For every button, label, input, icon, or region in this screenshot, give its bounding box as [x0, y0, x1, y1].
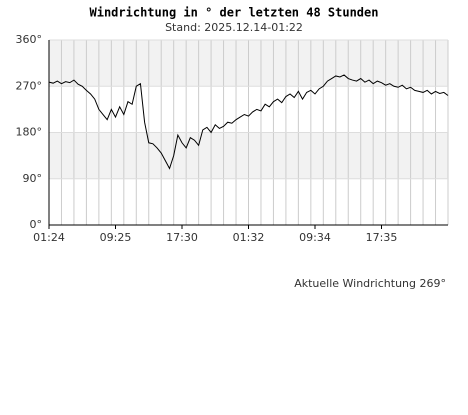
x-tick-label: 17:30: [166, 231, 198, 244]
x-tick-label: 17:35: [366, 231, 398, 244]
chart-title: Windrichtung in ° der letzten 48 Stunden: [90, 6, 379, 20]
y-tick-label: 90°: [23, 172, 43, 185]
x-tick-label: 09:25: [100, 231, 132, 244]
x-tick-label: 01:24: [33, 231, 65, 244]
x-tick-label: 01:32: [233, 231, 265, 244]
y-tick-label: 0°: [30, 218, 43, 231]
y-tick-label: 270°: [16, 79, 43, 92]
x-tick-label: 09:34: [299, 231, 331, 244]
y-tick-label: 360°: [16, 33, 43, 46]
annotation: Aktuelle Windrichtung 269°: [294, 277, 446, 290]
chart-subtitle: Stand: 2025.12.14-01:22: [165, 21, 303, 34]
data-line: [48, 74, 449, 170]
y-tick-label: 180°: [16, 126, 43, 139]
